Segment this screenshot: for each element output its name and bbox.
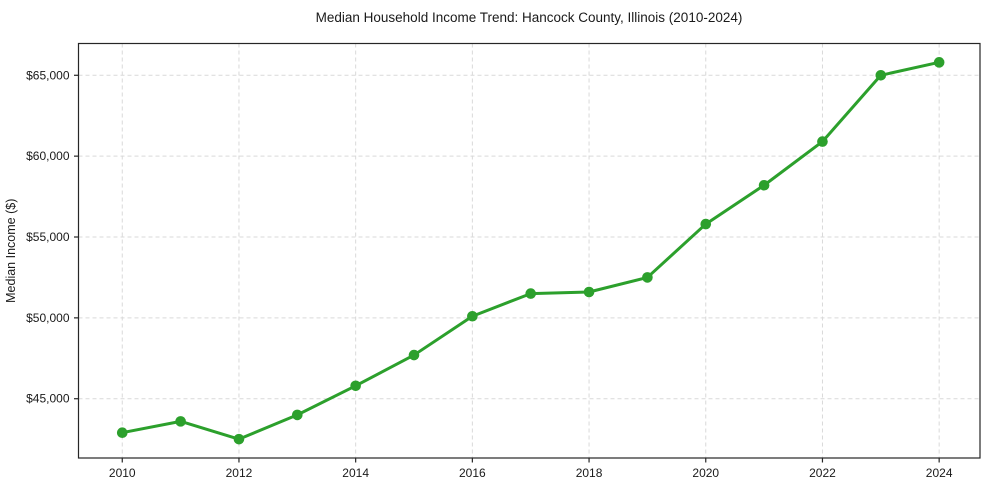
data-point-marker xyxy=(292,409,303,421)
x-tick-label: 2014 xyxy=(342,466,369,480)
data-point-marker xyxy=(758,179,770,191)
data-point-marker xyxy=(642,272,653,283)
data-point-marker xyxy=(525,288,537,299)
data-point-marker xyxy=(116,427,128,438)
data-point-marker xyxy=(583,286,595,298)
data-point-marker xyxy=(700,218,712,230)
x-tick-label: 2016 xyxy=(459,466,486,480)
data-point-marker xyxy=(175,416,186,427)
data-point-marker xyxy=(350,380,361,392)
y-tick-label: $55,000 xyxy=(26,230,70,244)
data-point-marker xyxy=(875,69,887,81)
data-point-marker xyxy=(817,136,828,147)
x-tick-label: 2010 xyxy=(109,466,136,480)
x-tick-label: 2024 xyxy=(926,466,953,480)
y-tick-label: $60,000 xyxy=(26,149,70,163)
y-tick-label: $45,000 xyxy=(26,392,70,406)
y-axis-label: Median Income ($) xyxy=(4,199,18,303)
chart-title: Median Household Income Trend: Hancock C… xyxy=(315,10,743,25)
x-tick-label: 2022 xyxy=(809,466,836,480)
y-tick-label: $50,000 xyxy=(26,311,70,325)
data-point-marker xyxy=(933,57,945,68)
data-point-marker xyxy=(467,310,478,322)
x-tick-label: 2020 xyxy=(692,466,719,480)
y-tick-label: $65,000 xyxy=(26,68,70,82)
x-tick-label: 2018 xyxy=(576,466,603,480)
data-point-marker xyxy=(233,433,245,445)
plot-border xyxy=(77,42,981,459)
x-tick-label: 2012 xyxy=(226,466,253,480)
data-point-marker xyxy=(408,349,420,361)
trend-line xyxy=(120,60,941,441)
